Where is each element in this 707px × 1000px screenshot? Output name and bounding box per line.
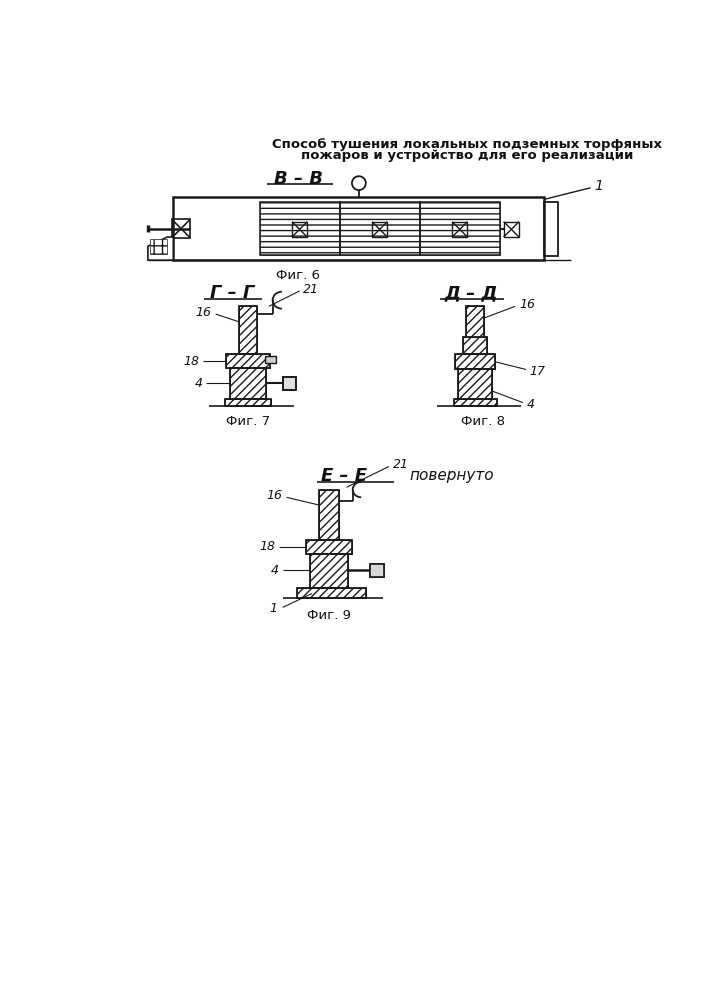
- Bar: [463, 337, 487, 354]
- Bar: [458, 369, 492, 399]
- Bar: [259, 202, 339, 255]
- Bar: [292, 222, 308, 237]
- Bar: [339, 202, 420, 255]
- Text: 4: 4: [271, 564, 279, 577]
- Polygon shape: [148, 237, 173, 260]
- Bar: [370, 564, 383, 577]
- Bar: [239, 306, 257, 354]
- Bar: [503, 222, 519, 237]
- Text: 18: 18: [184, 355, 199, 368]
- Bar: [310, 554, 348, 588]
- Text: 18: 18: [259, 540, 275, 553]
- Bar: [259, 202, 339, 255]
- Bar: [305, 540, 352, 554]
- Bar: [225, 399, 271, 406]
- Bar: [458, 369, 492, 399]
- Bar: [173, 197, 544, 260]
- Bar: [265, 356, 276, 363]
- Text: 21: 21: [393, 458, 409, 471]
- Text: пожаров и устройство для его реализации: пожаров и устройство для его реализации: [301, 149, 633, 162]
- Bar: [544, 202, 559, 256]
- Text: 16: 16: [196, 306, 212, 319]
- Bar: [452, 222, 467, 237]
- Bar: [305, 540, 352, 554]
- Bar: [284, 377, 296, 390]
- Bar: [225, 399, 271, 406]
- Text: Фиг. 9: Фиг. 9: [307, 609, 351, 622]
- Text: В – В: В – В: [274, 170, 322, 188]
- Bar: [370, 564, 383, 577]
- Bar: [463, 337, 487, 354]
- Bar: [455, 354, 495, 369]
- Text: 16: 16: [267, 489, 283, 502]
- Bar: [296, 588, 366, 598]
- Bar: [455, 354, 495, 369]
- Text: повернуто: повернуто: [409, 468, 494, 483]
- Bar: [420, 202, 500, 255]
- Circle shape: [352, 176, 366, 190]
- Bar: [296, 588, 366, 598]
- Bar: [339, 202, 420, 255]
- Text: 1: 1: [595, 179, 603, 193]
- Bar: [319, 490, 339, 540]
- Bar: [226, 354, 269, 368]
- Text: Фиг. 8: Фиг. 8: [461, 415, 505, 428]
- Text: Е – Е: Е – Е: [321, 467, 367, 485]
- Bar: [230, 368, 267, 399]
- Bar: [454, 399, 497, 406]
- Bar: [284, 377, 296, 390]
- Bar: [172, 219, 190, 238]
- Bar: [319, 490, 339, 540]
- Text: Фиг. 7: Фиг. 7: [226, 415, 270, 428]
- Text: Фиг. 6: Фиг. 6: [276, 269, 320, 282]
- Text: Д – Д: Д – Д: [445, 284, 498, 302]
- Bar: [466, 306, 484, 354]
- Bar: [226, 354, 269, 368]
- Text: 4: 4: [194, 377, 203, 390]
- Text: 17: 17: [530, 365, 546, 378]
- Text: 16: 16: [519, 298, 535, 311]
- Bar: [239, 306, 257, 354]
- Bar: [372, 222, 387, 237]
- Text: 21: 21: [303, 283, 320, 296]
- Bar: [310, 554, 348, 588]
- Bar: [150, 239, 167, 254]
- Text: 4: 4: [527, 398, 534, 411]
- Bar: [454, 399, 497, 406]
- Text: 1: 1: [269, 602, 277, 615]
- Text: Способ тушения локальных подземных торфяных: Способ тушения локальных подземных торфя…: [272, 138, 662, 151]
- Bar: [466, 306, 484, 354]
- Bar: [420, 202, 500, 255]
- Text: Г – Г: Г – Г: [211, 284, 255, 302]
- Bar: [230, 368, 267, 399]
